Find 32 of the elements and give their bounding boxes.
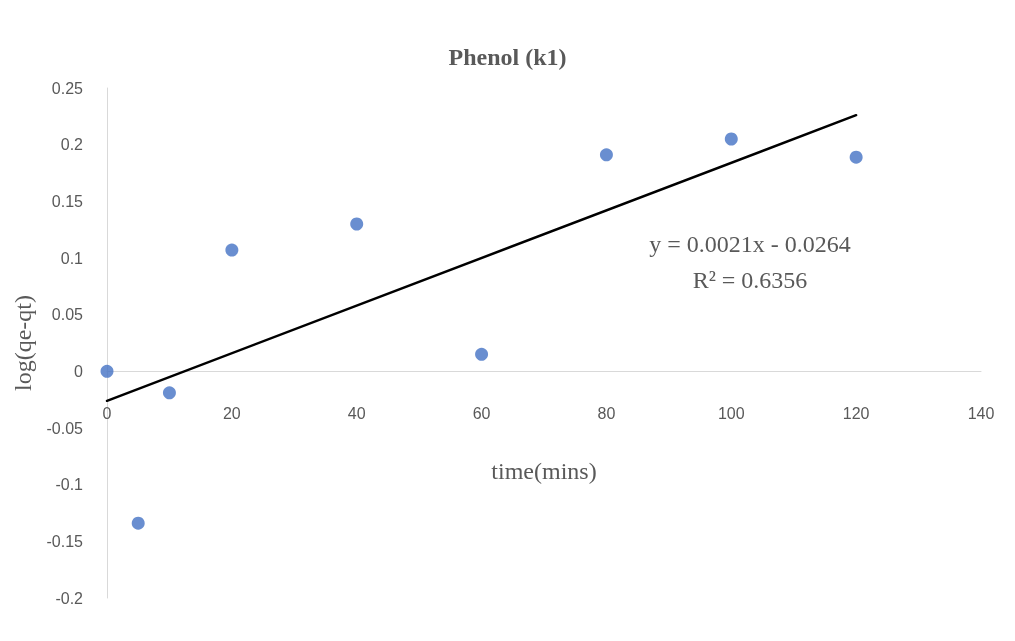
y-tick-label: 0.05 xyxy=(51,306,84,324)
x-tick-label: 40 xyxy=(347,404,366,422)
x-tick-label: 20 xyxy=(222,404,241,422)
point xyxy=(849,150,863,164)
point xyxy=(131,516,145,530)
x-tick-label: 100 xyxy=(717,404,745,422)
point xyxy=(599,148,613,162)
y-tick-label: 0.25 xyxy=(51,79,84,97)
y-tick-label: 0.1 xyxy=(60,249,84,267)
y-tick-label: 0.15 xyxy=(51,192,84,210)
y-tick-label: -0.05 xyxy=(46,419,84,437)
y-tick-label: 0.2 xyxy=(60,136,84,154)
y-tick-label: 0 xyxy=(74,362,84,380)
y-tick-label: -0.2 xyxy=(55,589,84,607)
annotation: R² = 0.6356 xyxy=(692,267,808,293)
y-tick-label: -0.15 xyxy=(46,532,84,550)
annotation: y = 0.0021x - 0.0264 xyxy=(649,231,851,257)
x-tick-label: 60 xyxy=(472,404,491,422)
point xyxy=(724,132,738,146)
point xyxy=(475,347,489,361)
x-tick-label: 0 xyxy=(102,404,112,422)
y-tick-label: -0.1 xyxy=(55,476,84,494)
x-tick-label: 120 xyxy=(842,404,870,422)
point xyxy=(162,386,176,400)
x-tick-label: 80 xyxy=(597,404,616,422)
point xyxy=(225,243,239,257)
y-axis-title: log(qe-qt) xyxy=(10,295,36,391)
x-axis-title: time(mins) xyxy=(491,458,597,485)
point xyxy=(100,364,114,378)
chart-title: Phenol (k1) xyxy=(448,44,567,70)
point xyxy=(350,217,364,231)
x-tick-label: 140 xyxy=(967,404,995,422)
